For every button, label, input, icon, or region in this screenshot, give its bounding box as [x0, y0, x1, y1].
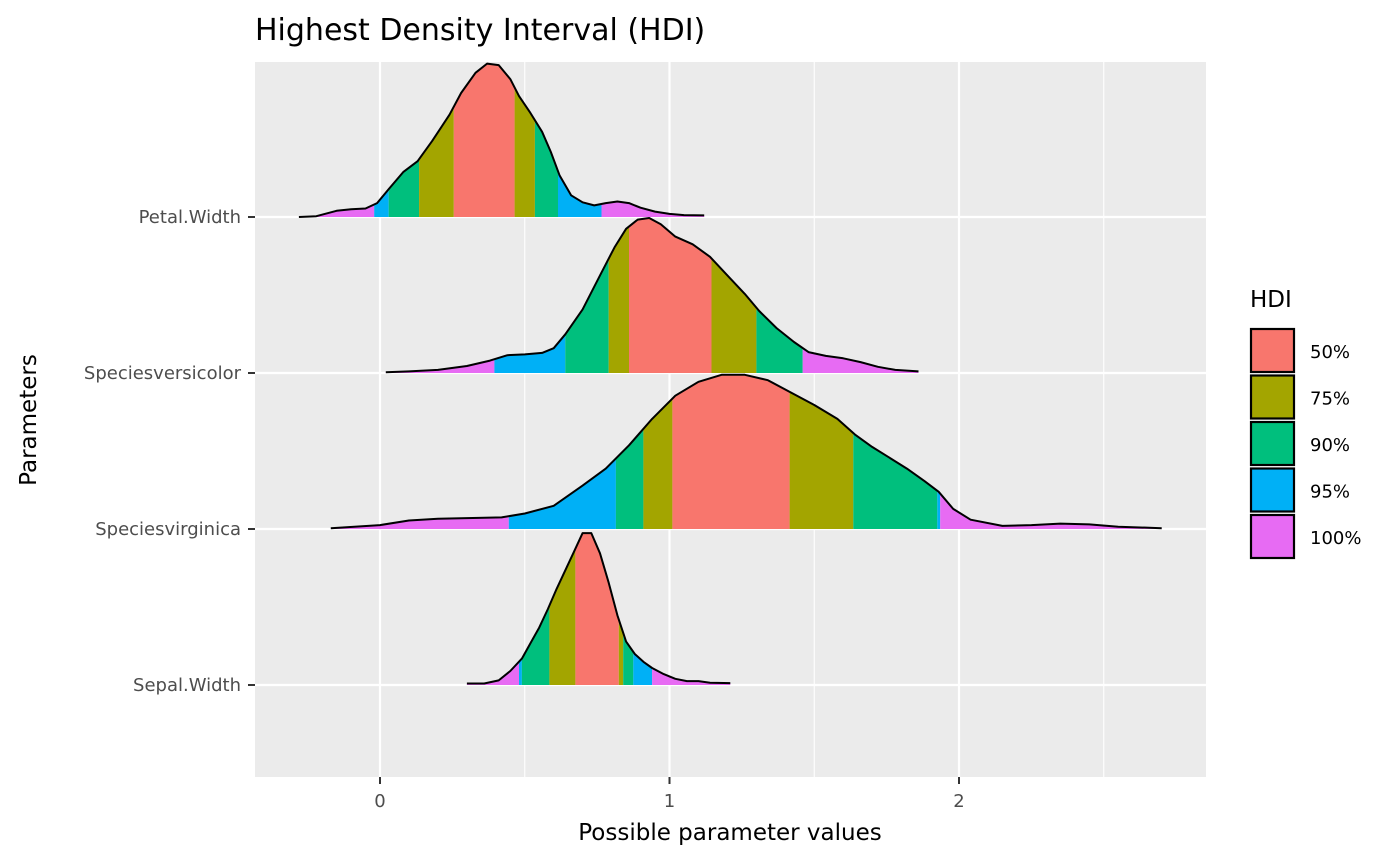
ridge-petal-width: [298, 62, 705, 218]
legend: 50% 75% 90% 95% 100%: [1249, 327, 1361, 560]
chart-title: Highest Density Interval (HDI): [255, 13, 705, 48]
hdi-band-95: [374, 189, 389, 217]
hdi-band-100: [466, 661, 519, 685]
y-tick-label: Speciesversicolor: [84, 363, 242, 384]
hdi-band-50: [453, 63, 515, 217]
hdi-band-100: [802, 348, 919, 373]
hdi-band-75: [514, 87, 535, 217]
y-tick-label: Sepal.Width: [133, 675, 241, 696]
hdi-band-90: [756, 307, 803, 373]
hdi-band-100: [652, 668, 731, 685]
ridge-speciesversicolor: [385, 217, 919, 374]
hdi-band-50: [575, 533, 619, 685]
density-outline: [298, 62, 705, 218]
hdi-band-90: [615, 428, 644, 529]
legend-label: 100%: [1310, 528, 1361, 549]
legend-item-75: 75%: [1249, 374, 1350, 420]
legend-item-90: 90%: [1249, 420, 1350, 467]
hdi-band-90: [534, 120, 558, 217]
legend-swatch: [1249, 374, 1296, 420]
hdi-band-75: [711, 258, 757, 373]
hdi-band-95: [519, 658, 522, 685]
hdi-band-95: [494, 334, 566, 373]
legend-swatch: [1249, 327, 1296, 374]
hdi-band-100: [298, 204, 375, 217]
hdi-band-95: [558, 171, 602, 217]
hdi-band-90: [565, 258, 609, 373]
hdi-band-100: [601, 201, 705, 217]
y-tick-label: Speciesvirginica: [95, 519, 241, 540]
x-axis: 0 1 2: [374, 777, 965, 812]
x-tick-label: 0: [374, 791, 385, 812]
ridge-sepal-width: [466, 532, 731, 685]
legend-item-100: 100%: [1249, 513, 1361, 560]
y-axis: Petal.Width Speciesversicolor Speciesvirgi…: [84, 207, 255, 696]
density-outline: [466, 532, 731, 685]
hdi-band-95: [937, 490, 941, 529]
ridge-speciesvirginica: [330, 373, 1162, 530]
hdi-band-95: [633, 651, 653, 685]
hdi-band-90: [853, 433, 938, 529]
hdi-band-75: [789, 391, 854, 529]
hdi-band-75: [643, 398, 673, 529]
hdi-band-90: [388, 159, 420, 217]
legend-swatch: [1249, 513, 1296, 560]
legend-swatch: [1249, 420, 1296, 467]
hdi-band-75: [419, 106, 454, 217]
y-axis-title: Parameters: [16, 354, 42, 486]
hdi-band-100: [385, 359, 495, 373]
hdi-band-75: [549, 548, 576, 685]
legend-swatch: [1249, 467, 1296, 513]
ridge-layer: [298, 62, 1162, 685]
x-tick-label: 1: [664, 791, 675, 812]
legend-label: 75%: [1310, 389, 1350, 410]
hdi-band-75: [608, 226, 629, 373]
density-outline: [385, 217, 919, 374]
x-tick-label: 2: [953, 791, 964, 812]
hdi-band-90: [623, 632, 634, 685]
legend-title: HDI: [1250, 287, 1292, 313]
hdi-band-100: [940, 493, 1162, 529]
hdi-band-50: [672, 374, 790, 529]
legend-label: 90%: [1310, 435, 1350, 456]
density-outline: [330, 373, 1162, 530]
legend-label: 95%: [1310, 482, 1350, 503]
legend-item-50: 50%: [1249, 327, 1350, 374]
legend-label: 50%: [1310, 342, 1350, 363]
x-axis-title: Possible parameter values: [578, 820, 881, 846]
hdi-band-75: [618, 619, 624, 685]
y-tick-label: Petal.Width: [139, 207, 241, 228]
hdi-band-90: [521, 605, 550, 685]
hdi-band-50: [629, 218, 712, 373]
legend-item-95: 95%: [1249, 467, 1350, 513]
